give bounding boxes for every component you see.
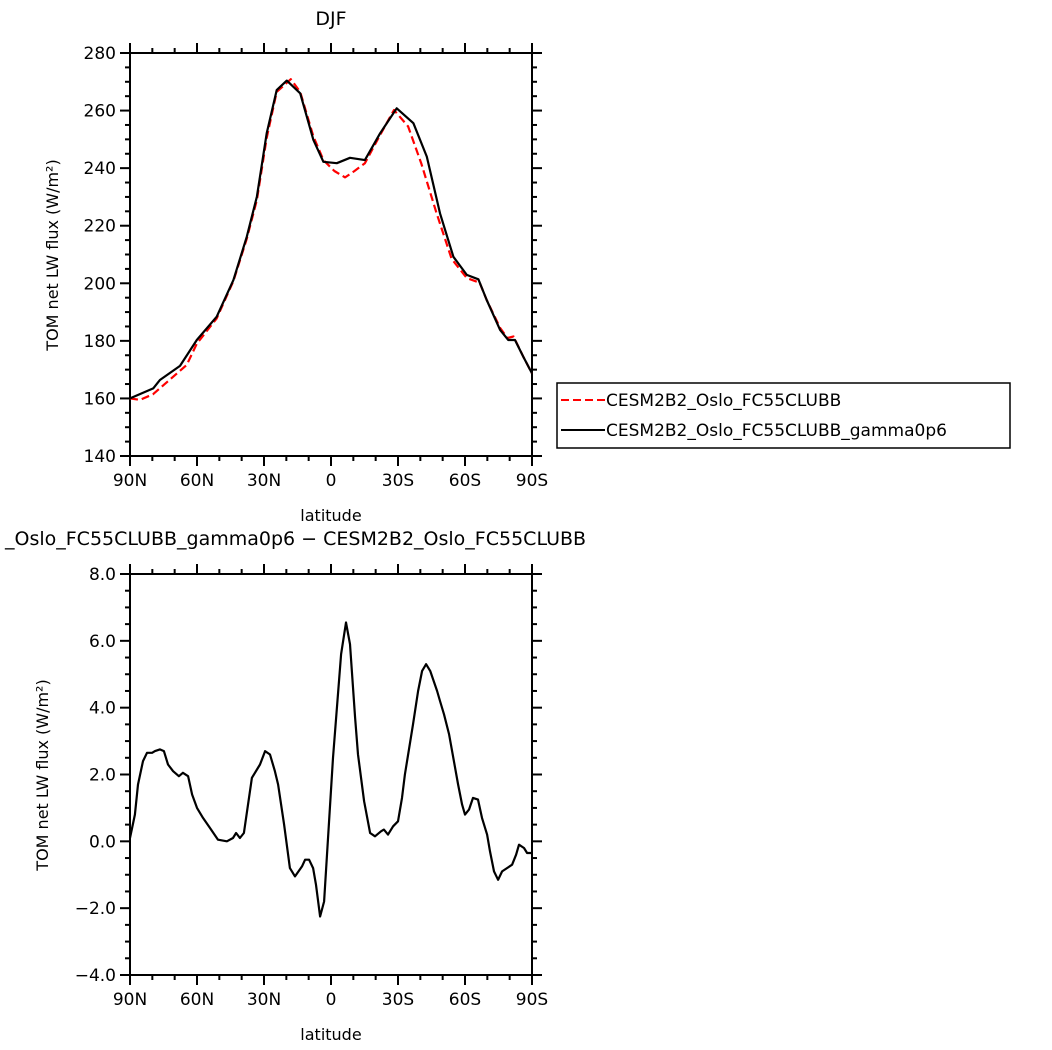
plot1-xlabel: latitude — [300, 506, 361, 525]
y-tick-label: 260 — [84, 102, 116, 122]
plot-1: 90N 60N 30N 0 30S 60S 90S 140 160 180 200 220 240 260… — [84, 43, 548, 491]
y-tick-label: 140 — [84, 447, 116, 467]
series-line-1 — [128, 621, 532, 918]
x-tick-label: 60S — [449, 990, 481, 1010]
x-tick-label: 30S — [382, 990, 414, 1010]
plot2-ylabel: TOM net LW flux (W/m²) — [33, 679, 52, 871]
legend-label-0: CESM2B2_Oslo_FC55CLUBB — [606, 391, 841, 411]
y-tick-label: 240 — [84, 159, 116, 179]
x-tick-label: 30N — [247, 471, 281, 491]
y-tick-label: 8.0 — [89, 565, 116, 585]
plot-2: 90N 60N 30N 0 30S 60S 90S −4.0 −2.0 0.0 2.0 4.0 6.0 8… — [75, 564, 548, 1010]
x-tick-label: 90N — [113, 471, 147, 491]
legend-box — [556, 382, 1011, 449]
legend-label-1: CESM2B2_Oslo_FC55CLUBB_gamma0p6 — [606, 421, 947, 441]
x-tick-label: 0 — [326, 990, 337, 1010]
y-tick-label: −2.0 — [75, 899, 116, 919]
x-tick-label: 90S — [516, 471, 548, 491]
y-tick-label: 2.0 — [89, 766, 116, 786]
plot2-title: _Oslo_FC55CLUBB_gamma0p6 − CESM2B2_Oslo_… — [4, 528, 586, 550]
x-tick-label: 30S — [382, 471, 414, 491]
y-tick-label: 200 — [84, 274, 116, 294]
y-tick-label: 220 — [84, 217, 116, 237]
plot1-title: DJF — [315, 8, 346, 30]
x-tick-label: 60N — [180, 990, 214, 1010]
x-tick-label: 90N — [113, 990, 147, 1010]
y-tick-label: 6.0 — [89, 632, 116, 652]
legend: CESM2B2_Oslo_FC55CLUBB CESM2B2_Oslo_FC55… — [556, 382, 1011, 449]
y-tick-label: 0.0 — [89, 832, 116, 852]
series-line-2 — [129, 79, 533, 400]
y-tick-label: 4.0 — [89, 699, 116, 719]
y-tick-label: 180 — [84, 332, 116, 352]
y-tick-label: 160 — [84, 389, 116, 409]
x-tick-label: 60S — [449, 471, 481, 491]
plot1-ylabel: TOM net LW flux (W/m²) — [43, 159, 62, 351]
y-tick-label: 280 — [84, 44, 116, 64]
plot2-xlabel: latitude — [300, 1025, 361, 1044]
y-tick-label: −4.0 — [75, 966, 116, 986]
x-tick-label: 30N — [247, 990, 281, 1010]
x-tick-label: 0 — [326, 471, 337, 491]
plot-frame — [129, 52, 533, 457]
x-tick-label: 60N — [180, 471, 214, 491]
x-tick-label: 90S — [516, 990, 548, 1010]
